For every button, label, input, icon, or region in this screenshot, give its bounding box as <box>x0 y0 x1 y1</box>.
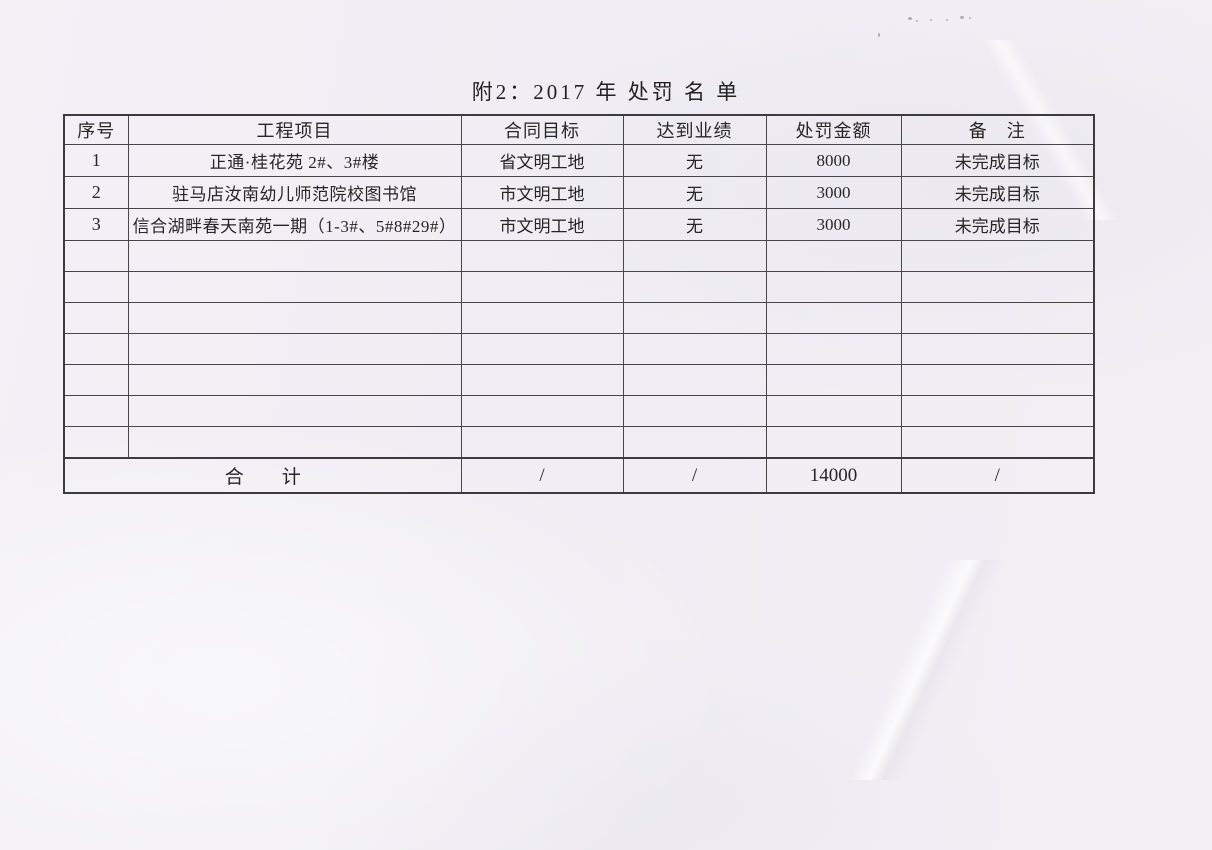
cell-contract-target: 市文明工地 <box>460 208 624 241</box>
table-total-row: 合 计 / / 14000 / <box>63 457 1095 494</box>
scan-speck <box>946 19 948 21</box>
cell-performance: 无 <box>622 144 767 177</box>
cell-penalty-amount: 8000 <box>765 144 902 177</box>
paper-crease <box>620 560 1212 780</box>
cell-penalty-amount: 3000 <box>765 208 902 241</box>
table-row: 3 信合湖畔春天南苑一期（1-3#、5#8#29#） 市文明工地 无 3000 … <box>63 208 1095 241</box>
table-empty-row <box>63 426 1095 459</box>
cell-total-performance: / <box>622 457 767 494</box>
scan-speck <box>878 33 880 37</box>
table-empty-row <box>63 302 1095 334</box>
cell-contract-target: 市文明工地 <box>460 176 624 209</box>
cell-performance: 无 <box>622 208 767 241</box>
cell-project: 驻马店汝南幼儿师范院校图书馆 <box>127 176 462 209</box>
cell-project: 正通·桂花苑 2#、3#楼 <box>127 144 462 177</box>
header-contract-target: 合同目标 <box>460 114 624 145</box>
table-empty-row <box>63 395 1095 427</box>
cell-seq: 2 <box>63 176 129 209</box>
header-remark: 备 注 <box>900 114 1095 145</box>
table-empty-row <box>63 271 1095 303</box>
cell-remark: 未完成目标 <box>900 208 1095 241</box>
scan-speck <box>969 17 971 19</box>
cell-project: 信合湖畔春天南苑一期（1-3#、5#8#29#） <box>127 208 462 241</box>
cell-total-remark: / <box>900 457 1095 494</box>
cell-remark: 未完成目标 <box>900 176 1095 209</box>
header-penalty-amount: 处罚金额 <box>765 114 902 145</box>
table-empty-row <box>63 333 1095 365</box>
header-performance: 达到业绩 <box>622 114 767 145</box>
cell-contract-target: 省文明工地 <box>460 144 624 177</box>
page-title: 附2：2017 年 处罚 名 单 <box>471 80 741 104</box>
cell-remark: 未完成目标 <box>900 144 1095 177</box>
scan-speck <box>916 20 918 22</box>
cell-performance: 无 <box>622 176 767 209</box>
scan-speck <box>960 16 964 19</box>
header-seq: 序号 <box>63 114 129 145</box>
table-row: 1 正通·桂花苑 2#、3#楼 省文明工地 无 8000 未完成目标 <box>63 144 1095 177</box>
cell-total-amount: 14000 <box>765 457 902 494</box>
table-empty-row <box>63 240 1095 272</box>
table-empty-row <box>63 364 1095 396</box>
cell-penalty-amount: 3000 <box>765 176 902 209</box>
table-header-row: 序号 工程项目 合同目标 达到业绩 处罚金额 备 注 <box>63 114 1095 145</box>
header-project: 工程项目 <box>127 114 462 145</box>
cell-seq: 1 <box>63 144 129 177</box>
cell-total-label: 合 计 <box>63 457 462 494</box>
penalty-table: 序号 工程项目 合同目标 达到业绩 处罚金额 备 注 1 正通·桂花苑 2#、3… <box>63 114 1095 494</box>
cell-total-contract-target: / <box>460 457 624 494</box>
scan-speck <box>930 19 932 21</box>
scan-speck <box>908 17 912 20</box>
cell-seq: 3 <box>63 208 129 241</box>
table-row: 2 驻马店汝南幼儿师范院校图书馆 市文明工地 无 3000 未完成目标 <box>63 176 1095 209</box>
